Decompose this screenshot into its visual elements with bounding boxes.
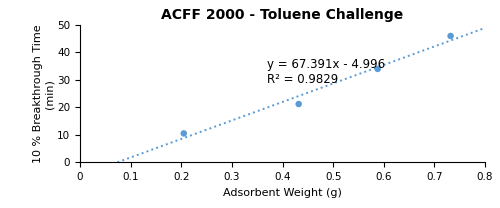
Y-axis label: 10 % Breakthrough Time
(min): 10 % Breakthrough Time (min) bbox=[33, 24, 54, 163]
Point bbox=[294, 102, 302, 106]
Title: ACFF 2000 - Toluene Challenge: ACFF 2000 - Toluene Challenge bbox=[162, 8, 404, 22]
X-axis label: Adsorbent Weight (g): Adsorbent Weight (g) bbox=[223, 188, 342, 198]
Point bbox=[180, 132, 188, 135]
Point bbox=[374, 67, 382, 71]
Point bbox=[446, 34, 454, 38]
Text: y = 67.391x - 4.996
R² = 0.9829: y = 67.391x - 4.996 R² = 0.9829 bbox=[268, 58, 386, 86]
